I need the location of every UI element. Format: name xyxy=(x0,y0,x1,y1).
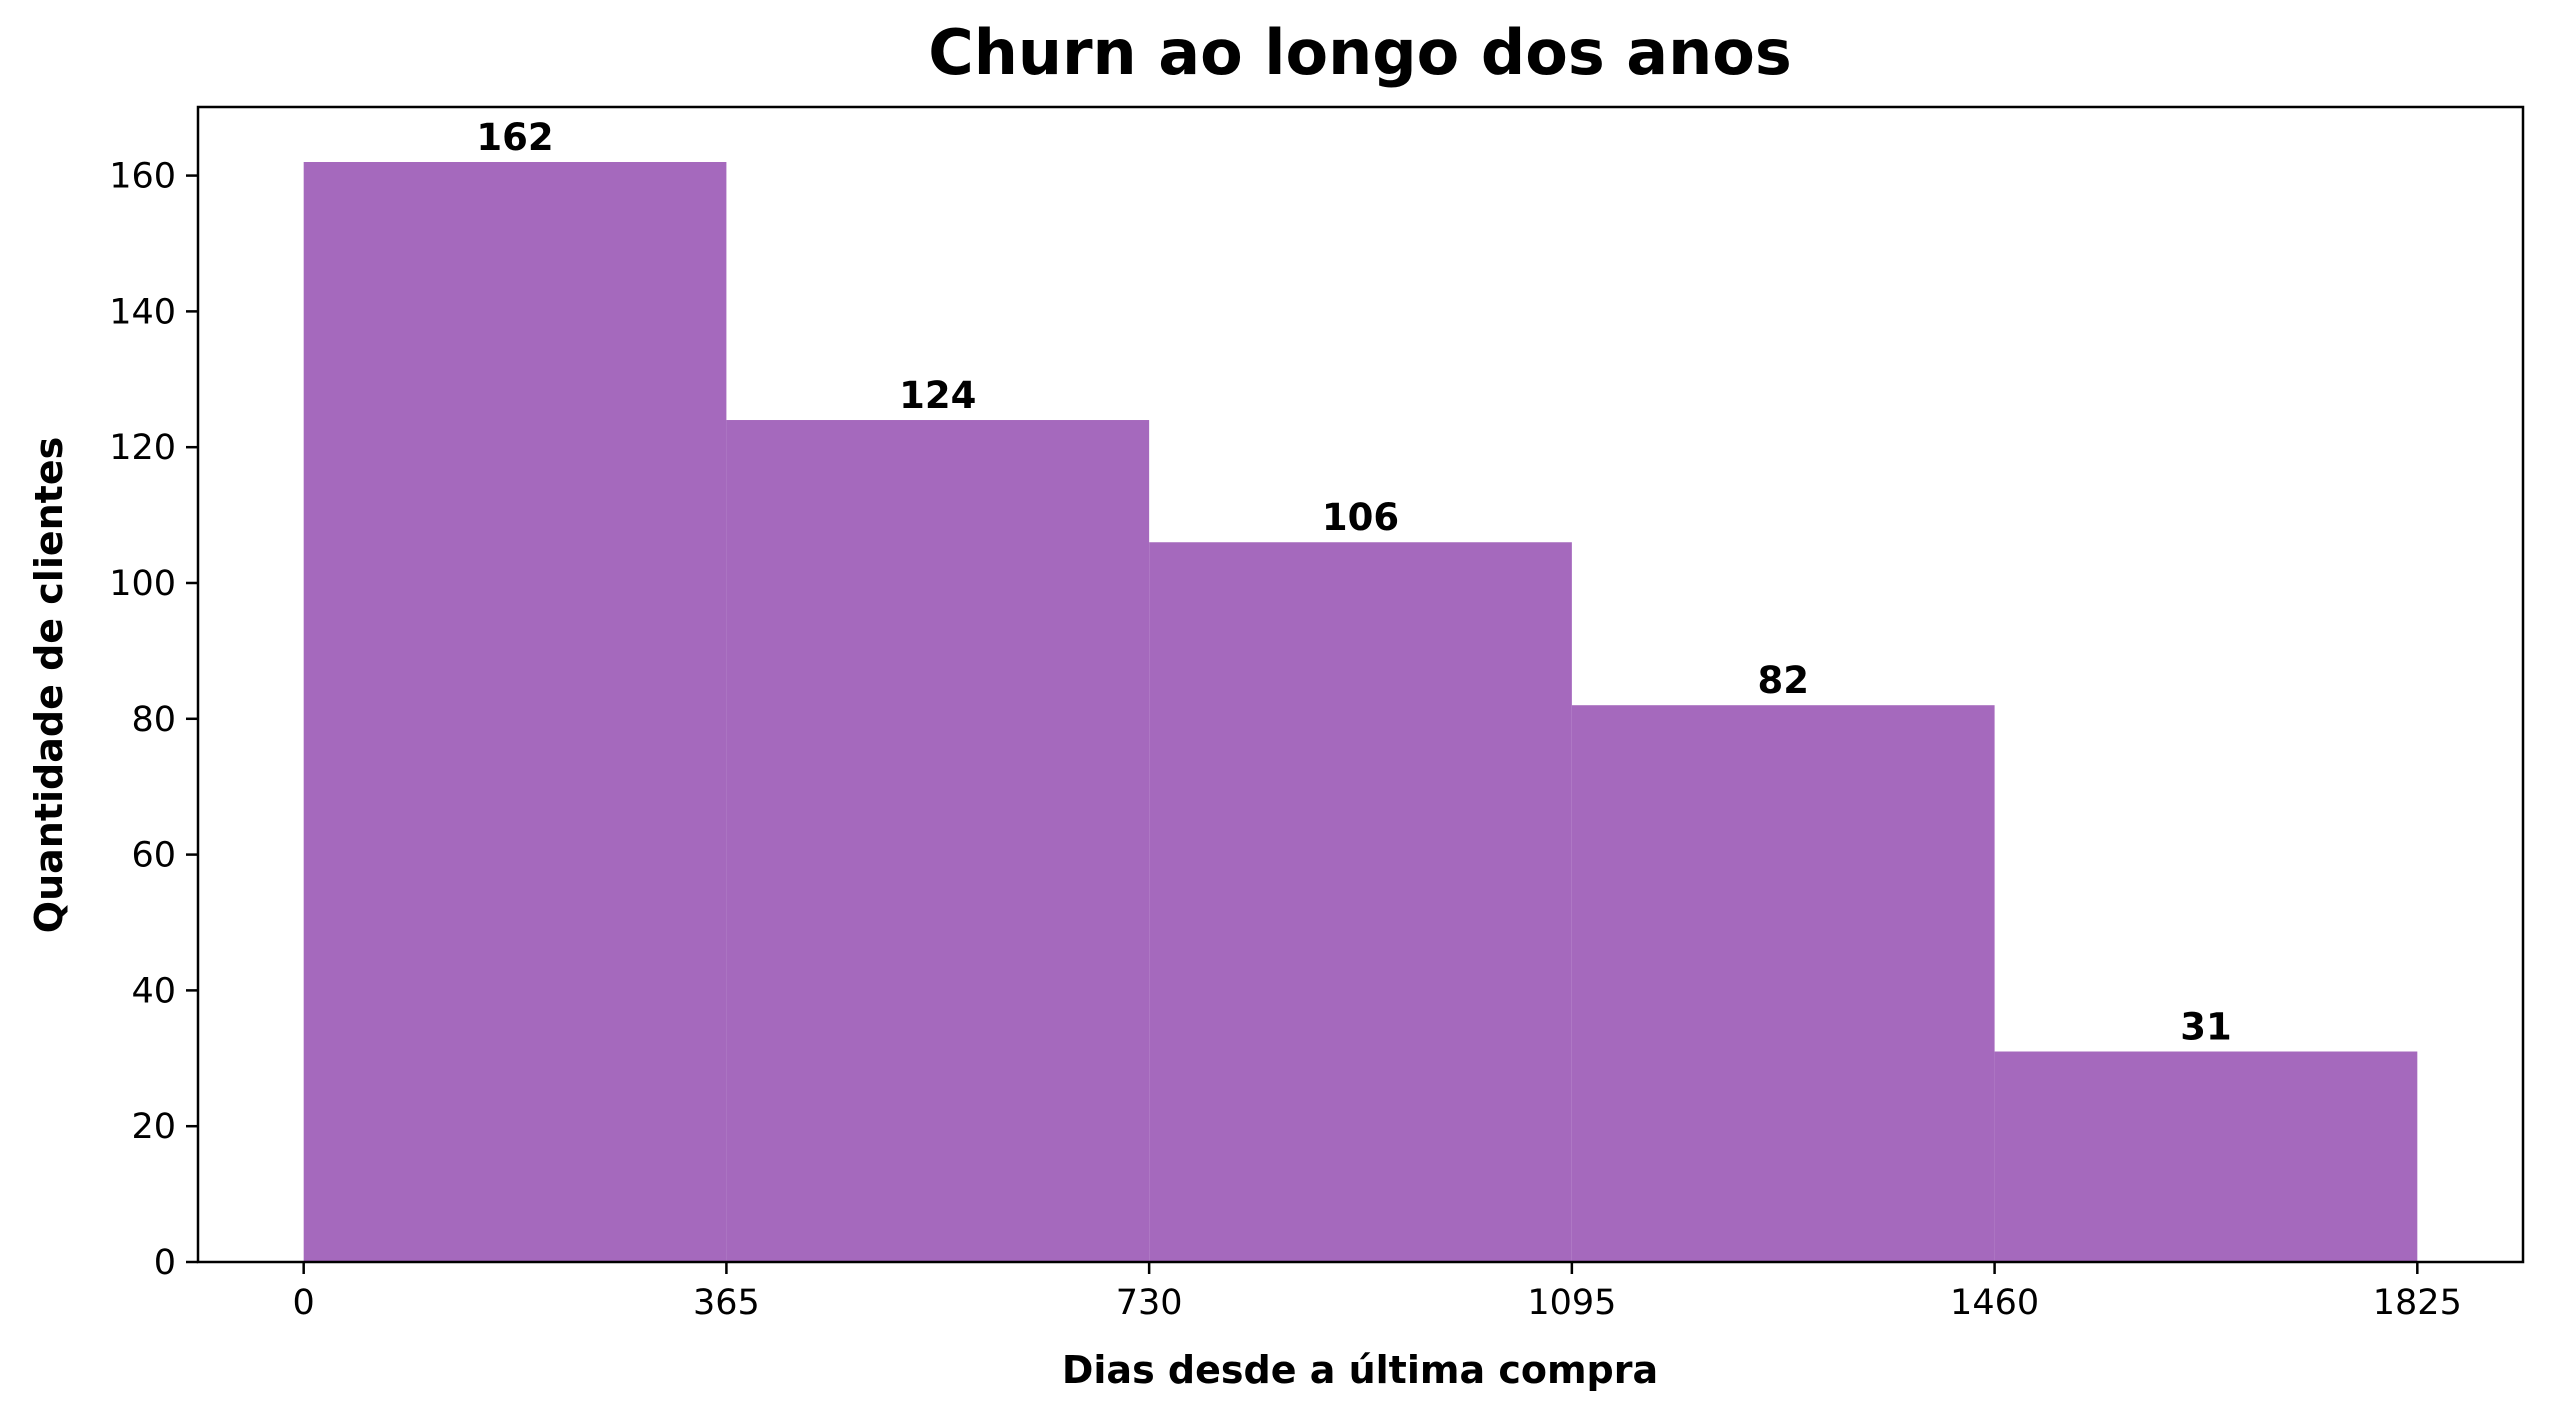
bar-2 xyxy=(1149,542,1572,1262)
y-tick-label-1: 20 xyxy=(131,1107,176,1147)
y-tick-label-7: 140 xyxy=(109,292,176,332)
x-axis-ticks: 0 365 730 1095 1460 1825 xyxy=(293,1262,2462,1323)
data-labels-group: 162 124 106 82 31 xyxy=(476,116,2231,1049)
bars-group xyxy=(303,162,2418,1263)
bar-0 xyxy=(303,162,727,1262)
x-axis-label: Dias desde a última compra xyxy=(1062,1348,1658,1392)
chart-title: Churn ao longo dos anos xyxy=(928,16,1792,89)
data-label-0: 162 xyxy=(476,116,553,159)
x-tick-label-0: 0 xyxy=(293,1283,315,1323)
y-tick-label-8: 160 xyxy=(109,157,176,197)
x-tick-label-4: 1460 xyxy=(1950,1283,2039,1323)
data-label-3: 82 xyxy=(1757,659,1809,702)
bar-1 xyxy=(726,420,1150,1263)
x-tick-label-2: 730 xyxy=(1116,1283,1183,1323)
y-tick-label-5: 100 xyxy=(109,564,176,604)
y-axis-ticks: 0 20 40 60 80 100 120 140 160 xyxy=(109,157,198,1283)
x-tick-label-5: 1825 xyxy=(2373,1283,2462,1323)
y-tick-label-3: 60 xyxy=(131,836,176,876)
y-tick-label-4: 80 xyxy=(131,700,176,740)
y-tick-label-6: 120 xyxy=(109,428,176,468)
x-tick-label-3: 1095 xyxy=(1527,1283,1616,1323)
data-label-1: 124 xyxy=(899,374,976,417)
bar-4 xyxy=(1994,1051,2418,1262)
x-tick-label-1: 365 xyxy=(693,1283,760,1323)
axes-frame xyxy=(196,105,2525,1264)
y-tick-label-0: 0 xyxy=(154,1243,176,1283)
data-label-4: 31 xyxy=(2180,1006,2232,1049)
y-tick-label-2: 40 xyxy=(131,971,176,1011)
bar-3 xyxy=(1571,705,1995,1262)
y-axis-label: Quantidade de clientes xyxy=(27,437,71,933)
data-label-2: 106 xyxy=(1322,496,1399,539)
